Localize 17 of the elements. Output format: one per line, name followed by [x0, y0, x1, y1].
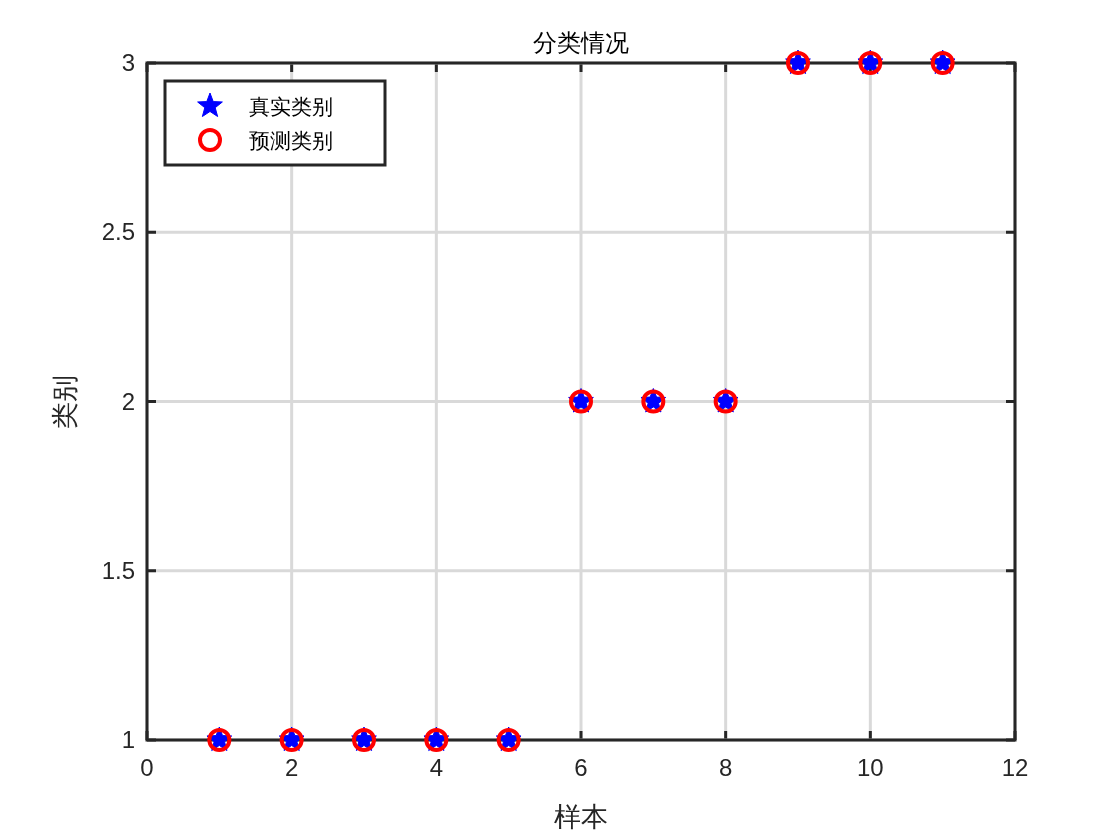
- legend-label: 真实类别: [249, 95, 333, 119]
- x-tick-label: 8: [718, 754, 733, 781]
- x-tick-label: 2: [284, 754, 299, 781]
- x-tick-label: 6: [574, 754, 588, 781]
- x-tick-label: 10: [856, 754, 884, 781]
- chart-title: 分类情况: [533, 29, 629, 57]
- x-tick-label: 12: [1001, 754, 1029, 781]
- y-tick-label: 1: [121, 726, 135, 753]
- y-axis-title: 类别: [49, 374, 80, 429]
- y-tick-label: 3: [121, 49, 135, 76]
- x-tick-label: 0: [140, 754, 154, 781]
- y-tick-label: 2: [121, 387, 135, 415]
- y-tick-label: 2.5: [101, 218, 135, 246]
- x-tick-label: 4: [429, 754, 444, 781]
- x-axis-title: 样本: [554, 801, 608, 832]
- legend-label: 预测类别: [249, 129, 333, 153]
- y-tick-label: 1.5: [101, 556, 135, 584]
